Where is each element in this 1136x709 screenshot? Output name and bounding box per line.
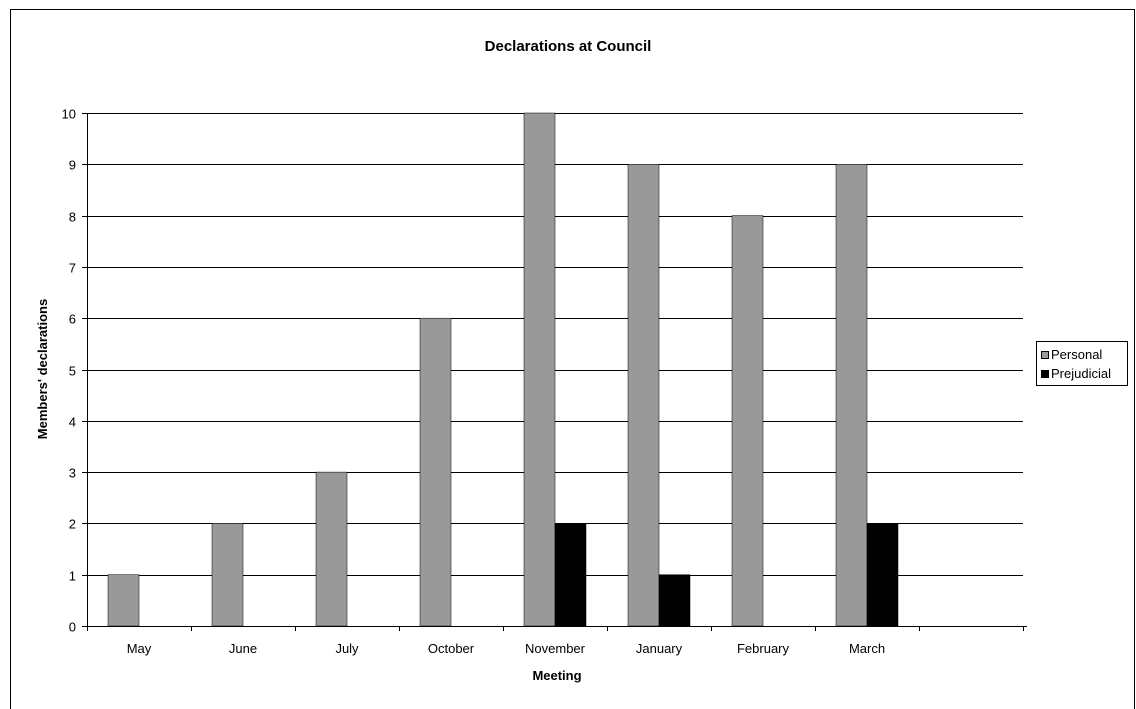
x-tick-label: May bbox=[127, 641, 152, 656]
bar-personal-may bbox=[107, 574, 140, 627]
bar-personal-october bbox=[419, 317, 452, 627]
bar-personal-june bbox=[211, 523, 244, 627]
axes bbox=[82, 113, 1027, 631]
x-tick-labels: May June July October November January Februar… bbox=[127, 641, 885, 656]
y-tick-label: 5 bbox=[69, 364, 76, 379]
y-tick-labels: 0 1 2 3 4 5 6 7 8 9 10 bbox=[62, 107, 76, 635]
bar-personal-november bbox=[523, 112, 556, 627]
x-axis-label: Meeting bbox=[532, 668, 581, 683]
x-tick-label: February bbox=[737, 641, 790, 656]
legend-item-personal: Personal bbox=[1041, 345, 1127, 364]
bar-prejudicial-march bbox=[866, 523, 899, 627]
y-tick-label: 3 bbox=[69, 466, 76, 481]
x-tick-label: March bbox=[849, 641, 885, 656]
legend-swatch-personal bbox=[1041, 350, 1049, 359]
bar-personal-march bbox=[835, 164, 868, 627]
x-tick-label: July bbox=[335, 641, 359, 656]
legend-swatch-prejudicial bbox=[1041, 369, 1049, 378]
bar-personal-february bbox=[731, 215, 764, 627]
x-tick-label: June bbox=[229, 641, 257, 656]
x-tick-label: October bbox=[428, 641, 475, 656]
y-tick-label: 8 bbox=[69, 210, 76, 225]
y-tick-label: 10 bbox=[62, 107, 76, 122]
y-tick-label: 0 bbox=[69, 620, 76, 635]
y-tick-label: 4 bbox=[69, 415, 76, 430]
y-tick-label: 2 bbox=[69, 517, 76, 532]
y-tick-label: 1 bbox=[69, 569, 76, 584]
bar-personal-january bbox=[627, 164, 660, 627]
x-tick-label: November bbox=[525, 641, 586, 656]
y-tick-label: 9 bbox=[69, 158, 76, 173]
legend-item-prejudicial: Prejudicial bbox=[1041, 364, 1127, 383]
y-tick-label: 6 bbox=[69, 312, 76, 327]
legend-label-personal: Personal bbox=[1051, 347, 1103, 362]
x-tick-label: January bbox=[636, 641, 683, 656]
y-axis-label: Members' declarations bbox=[35, 299, 50, 439]
bar-prejudicial-november bbox=[554, 523, 587, 627]
bars bbox=[107, 112, 899, 627]
bar-prejudicial-january bbox=[658, 574, 691, 627]
y-tick-label: 7 bbox=[69, 261, 76, 276]
legend-label-prejudicial: Prejudicial bbox=[1051, 366, 1111, 381]
chart-title: Declarations at Council bbox=[485, 38, 652, 55]
legend: Personal Prejudicial bbox=[1036, 341, 1128, 386]
bar-personal-july bbox=[315, 471, 348, 627]
